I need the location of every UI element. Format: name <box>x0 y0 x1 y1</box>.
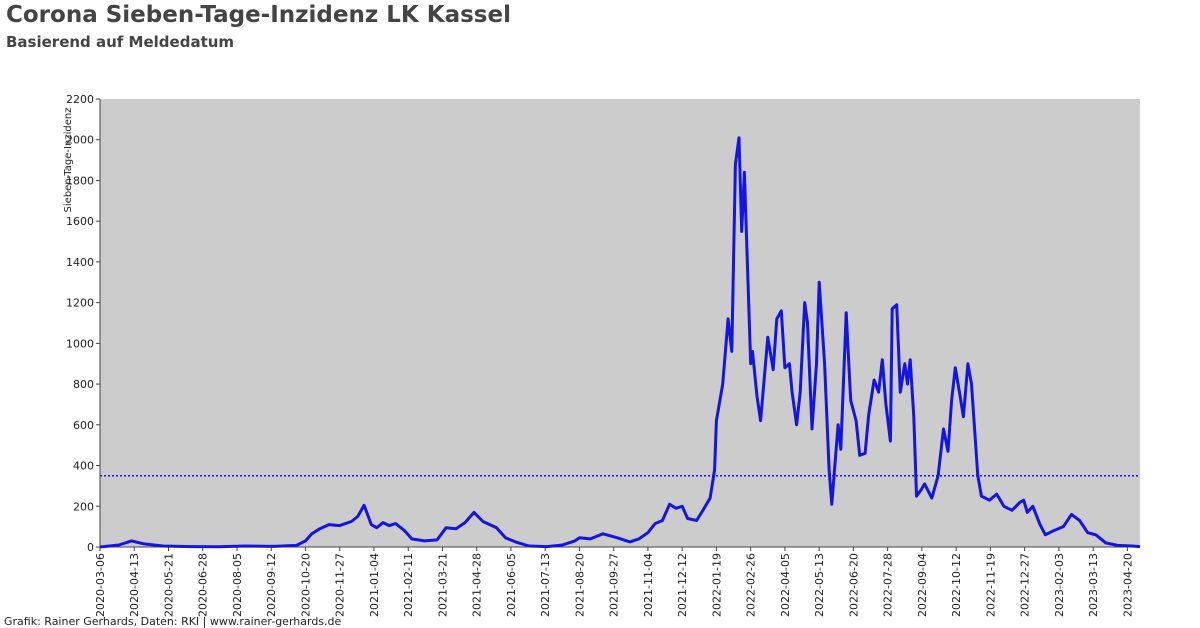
x-tick-label: 2020-04-13 <box>128 553 141 617</box>
y-tick-label: 2000 <box>66 134 94 147</box>
x-tick-label: 2022-02-26 <box>745 553 758 617</box>
x-tick-label: 2020-06-28 <box>197 553 210 617</box>
x-tick-label: 2022-11-19 <box>984 553 997 617</box>
x-tick-label: 2021-12-12 <box>676 553 689 617</box>
x-tick-label: 2022-05-13 <box>813 553 826 617</box>
y-tick-label: 1200 <box>66 297 94 310</box>
x-tick-label: 2023-02-03 <box>1053 553 1066 617</box>
x-tick-label: 2020-05-21 <box>162 553 175 617</box>
x-tick-label: 2021-01-04 <box>368 553 381 617</box>
x-tick-label: 2021-07-13 <box>539 553 552 617</box>
x-tick-label: 2022-09-04 <box>916 553 929 617</box>
y-tick-label: 800 <box>73 378 94 391</box>
y-tick-label: 2200 <box>66 93 94 106</box>
x-tick-label: 2021-11-04 <box>642 553 655 617</box>
x-tick-label: 2020-10-20 <box>299 553 312 617</box>
line <box>99 136 1141 549</box>
y-tick-label: 200 <box>73 500 94 513</box>
y-tick-label: 1000 <box>66 337 94 350</box>
y-tick-label: 600 <box>73 419 94 432</box>
x-tick-label: 2021-09-27 <box>608 553 621 617</box>
x-tick-label: 2021-03-21 <box>436 553 449 617</box>
x-tick-label: 2022-07-28 <box>882 553 895 617</box>
x-tick-label: 2020-09-12 <box>265 553 278 617</box>
x-tick-label: 2022-01-19 <box>710 553 723 617</box>
x-tick-label: 2020-03-06 <box>94 553 107 617</box>
x-tick-label: 2022-10-12 <box>950 553 963 617</box>
x-tick-label: 2020-11-27 <box>334 553 347 617</box>
plot-background <box>100 99 1140 547</box>
y-tick-label: 1600 <box>66 215 94 228</box>
y-tick-label: 0 <box>87 541 94 554</box>
chart-subtitle: Basierend auf Meldedatum <box>6 33 234 51</box>
x-tick-label: 2023-04-20 <box>1121 553 1134 617</box>
x-tick-label: 2021-02-11 <box>402 553 415 617</box>
y-tick-label: 400 <box>73 460 94 473</box>
x-tick-label: 2021-04-28 <box>471 553 484 617</box>
x-tick-label: 2022-12-27 <box>1019 553 1032 617</box>
x-tick-label: 2021-08-20 <box>573 553 586 617</box>
x-tick-label: 2020-08-05 <box>231 553 244 617</box>
x-tick-label: 2021-06-05 <box>505 553 518 617</box>
x-tick-label: 2022-04-05 <box>779 553 792 617</box>
y-tick-label: 1800 <box>66 174 94 187</box>
x-tick-label: 2022-06-20 <box>847 553 860 617</box>
y-tick-label: 1400 <box>66 256 94 269</box>
y-axis-label: Sieben-Tage-Inzidenz <box>63 108 74 213</box>
x-tick-label: 2023-03-13 <box>1087 553 1100 617</box>
chart-title: Corona Sieben-Tage-Inzidenz LK Kassel <box>6 2 511 28</box>
footer: Grafik: Rainer Gerhards, Daten: RKI | ww… <box>4 615 342 628</box>
